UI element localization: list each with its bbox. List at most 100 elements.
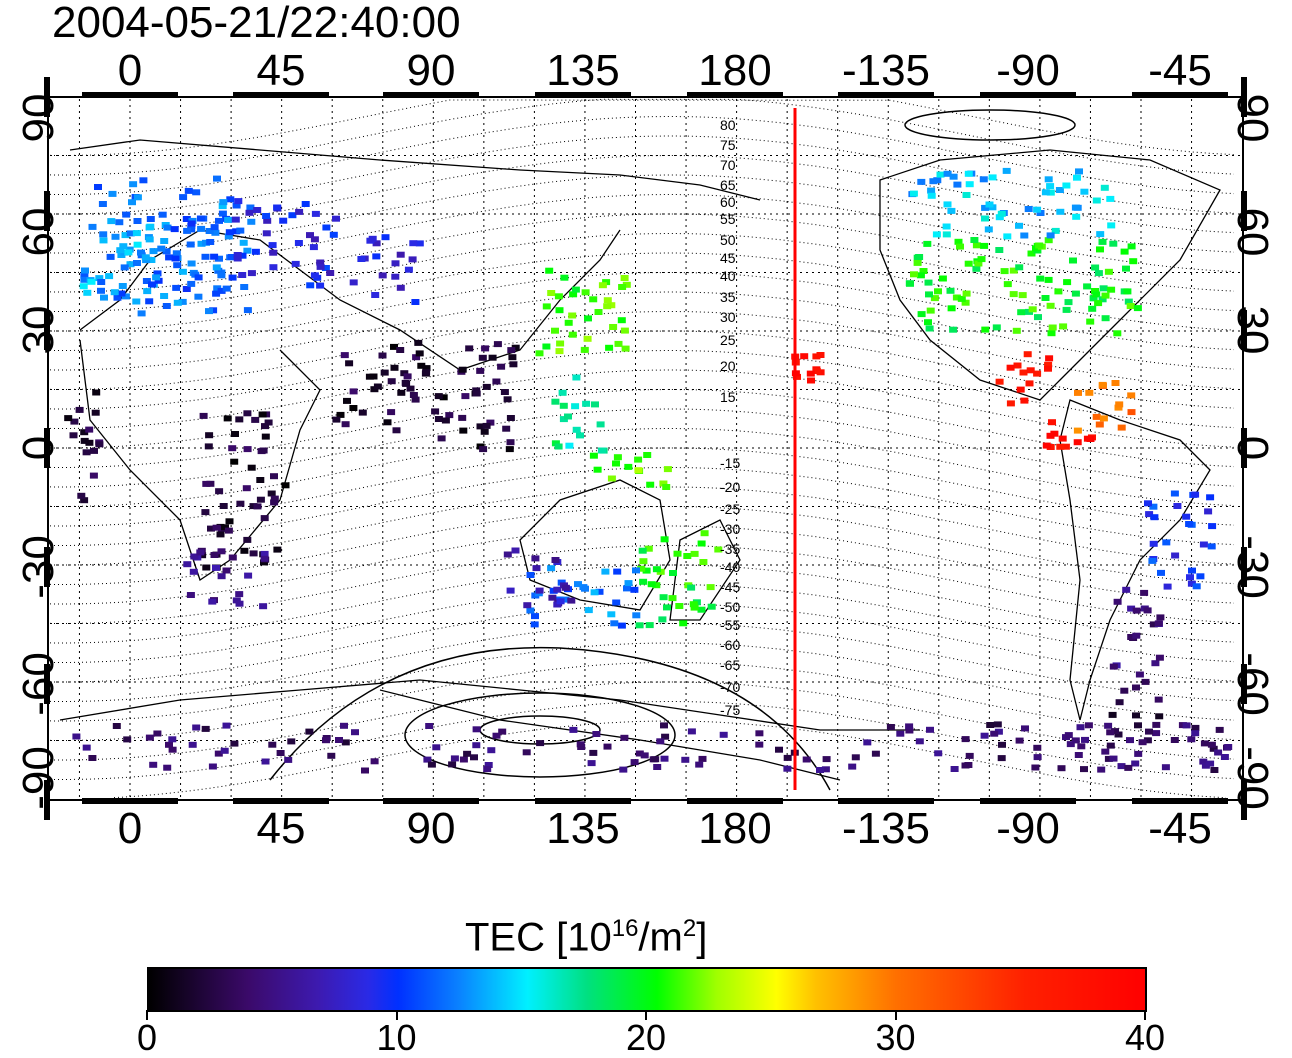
tec-cell <box>1006 400 1015 407</box>
tec-cell <box>472 390 481 397</box>
tec-cell <box>94 184 102 190</box>
left-latitude-label: 60 <box>14 207 63 257</box>
tec-cell <box>262 230 271 237</box>
tec-cell <box>391 273 400 280</box>
tec-cell <box>1046 189 1055 196</box>
tec-cell <box>349 388 358 395</box>
tec-cell <box>822 756 831 763</box>
axis-tick-bar <box>44 780 50 820</box>
tec-cell <box>1145 728 1153 735</box>
tec-cell <box>149 248 158 255</box>
tec-cell <box>977 256 986 263</box>
tec-cell <box>1127 243 1136 250</box>
tec-cell <box>310 272 319 279</box>
tec-cell <box>202 564 211 571</box>
tec-cell <box>954 238 963 245</box>
right-latitude-label: -90 <box>1228 746 1277 810</box>
tec-cell <box>926 726 934 733</box>
tec-cell <box>961 736 970 743</box>
tec-cell <box>306 282 315 289</box>
tec-cell <box>1015 222 1023 229</box>
tec-cell <box>663 604 671 611</box>
tec-cell <box>316 282 325 289</box>
tec-cell <box>133 194 142 201</box>
tec-cell <box>212 564 220 571</box>
tec-cell <box>205 228 214 234</box>
tec-cell <box>1122 265 1130 272</box>
tec-cell <box>597 447 606 454</box>
tec-cell <box>184 187 193 194</box>
tec-cell <box>505 446 514 453</box>
tec-cell <box>1056 208 1065 215</box>
tec-cell <box>411 396 420 403</box>
tec-cell <box>1033 754 1042 761</box>
tec-cell <box>932 231 941 238</box>
tec-cell <box>80 429 89 436</box>
right-latitude-label: 60 <box>1228 207 1277 257</box>
tec-cell <box>259 447 268 454</box>
tec-cell <box>508 354 517 361</box>
tec-cell <box>72 733 81 740</box>
tec-cell <box>235 416 244 423</box>
tec-cell <box>871 750 880 757</box>
tec-cell <box>372 253 381 260</box>
tec-cell <box>639 578 648 585</box>
tec-cell <box>165 741 173 748</box>
tec-cell <box>107 218 116 225</box>
tec-cell <box>970 237 979 243</box>
tec-cell <box>643 452 652 458</box>
tec-cell <box>1127 392 1136 399</box>
tec-cell <box>1170 737 1179 743</box>
top-longitude-label: -45 <box>1148 46 1212 95</box>
top-longitude-label: 45 <box>256 46 306 95</box>
tec-cell <box>408 256 417 263</box>
tec-cell <box>1135 671 1144 678</box>
tec-cell <box>1200 740 1209 747</box>
tec-cell <box>243 536 252 543</box>
tec-cell <box>947 305 956 312</box>
tec-cell <box>217 287 226 294</box>
tec-cell <box>1055 187 1064 193</box>
tec-cell <box>1095 421 1104 428</box>
axis-tick-bar <box>383 92 479 98</box>
tec-cell <box>1096 246 1104 253</box>
tec-cell <box>1109 240 1118 247</box>
tec-cell <box>1036 275 1045 282</box>
tec-cell <box>1152 730 1161 737</box>
tec-cell <box>81 267 89 274</box>
tec-cell <box>234 198 243 205</box>
tec-cell <box>201 253 210 260</box>
tec-cell <box>133 241 142 248</box>
tec-cell <box>461 393 470 400</box>
tec-cell <box>212 524 221 531</box>
tec-cell <box>714 546 723 553</box>
tec-cell <box>1199 758 1208 765</box>
contour-label: -15 <box>720 455 740 471</box>
contour-line <box>49 525 1235 605</box>
tec-cell <box>613 568 622 575</box>
tec-cell <box>1187 736 1196 743</box>
top-longitude-label: 0 <box>117 46 143 95</box>
tec-cell <box>558 389 567 396</box>
tec-cell <box>530 621 539 628</box>
right-latitude-label: -60 <box>1228 652 1277 716</box>
tec-cell <box>238 252 247 259</box>
tec-cell <box>147 257 156 263</box>
tec-cell <box>663 466 672 473</box>
axis-tick-bar <box>44 77 50 117</box>
tec-cell <box>535 587 544 594</box>
tec-cell <box>1154 620 1163 627</box>
tec-cell <box>497 363 506 370</box>
tec-cell <box>583 335 592 342</box>
tec-cell <box>236 500 245 507</box>
tec-cell <box>89 472 98 479</box>
tec-cell <box>548 594 557 601</box>
tec-cell <box>1129 258 1138 265</box>
tec-cell <box>572 374 581 381</box>
bottom-longitude-label: 45 <box>256 804 306 853</box>
tec-cell <box>1101 315 1110 322</box>
tec-cell <box>1206 494 1215 501</box>
tec-cell <box>1076 724 1085 731</box>
tec-cell <box>80 497 89 504</box>
tec-cell <box>306 232 314 239</box>
